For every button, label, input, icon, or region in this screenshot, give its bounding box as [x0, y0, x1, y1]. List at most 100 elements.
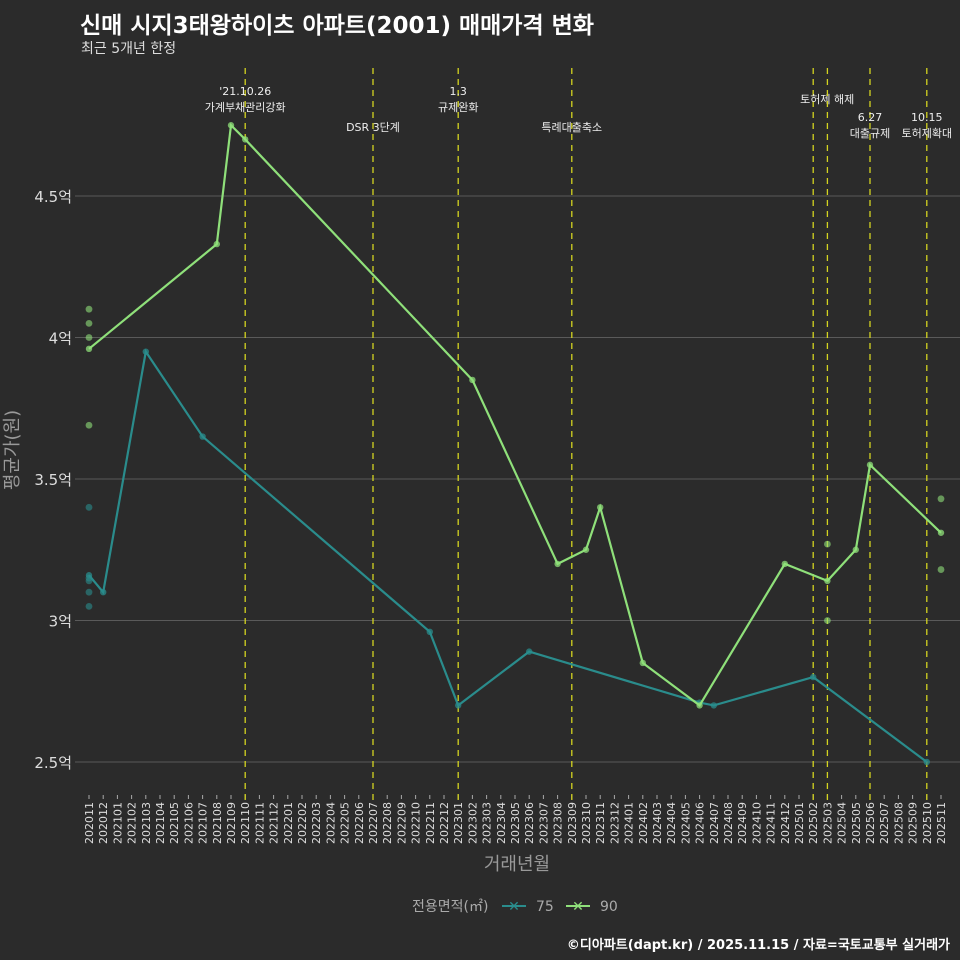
- data-point-90: [582, 546, 590, 553]
- x-tick-label: 202309: [566, 802, 579, 844]
- chart-subtitle: 최근 5개년 한정: [81, 41, 177, 57]
- x-tick-label: 202509: [907, 802, 920, 844]
- x-tick-label: 202401: [623, 802, 636, 844]
- x-tick-label: 202306: [523, 802, 536, 844]
- data-point-90: [937, 566, 945, 573]
- legend-marker-75: ✕: [508, 899, 520, 915]
- data-point-90: [85, 305, 93, 313]
- legend-title: 전용면적(㎡): [412, 899, 488, 915]
- event-label: 10.15: [911, 111, 943, 124]
- x-tick-label: 202302: [466, 802, 479, 844]
- y-tick-label: 4.5억: [34, 188, 72, 206]
- data-point-75: [923, 758, 930, 766]
- x-tick-label: 202510: [921, 802, 934, 844]
- event-label: '21.10.26: [219, 85, 271, 98]
- x-tick-label: 202203: [310, 802, 323, 844]
- data-point-75: [810, 673, 817, 681]
- x-tick-label: 202012: [97, 802, 110, 844]
- x-tick-label: 202206: [353, 802, 366, 844]
- x-tick-label: 202204: [324, 802, 337, 844]
- x-tick-label: 202406: [694, 802, 707, 844]
- data-point-75: [199, 433, 206, 440]
- x-tick-label: 202504: [836, 802, 849, 844]
- event-label: 1.3: [449, 85, 467, 98]
- x-tick-label: 202411: [765, 802, 778, 844]
- event-label: 토허제확대: [901, 127, 952, 140]
- x-tick-label: 202211: [424, 802, 437, 844]
- data-point-90: [781, 560, 788, 568]
- y-axis-title: 평균가(원): [2, 410, 23, 490]
- x-tick-label: 202301: [452, 802, 465, 844]
- event-label: DSR 3단계: [346, 121, 400, 134]
- x-tick-label: 202409: [736, 802, 749, 844]
- data-point-75: [426, 628, 433, 636]
- data-point-75: [710, 702, 717, 709]
- chart-title: 신매 시지3태왕하이츠 아파트(2001) 매매가격 변화: [80, 13, 594, 39]
- data-point-75: [85, 602, 93, 610]
- x-tick-label: 202412: [779, 802, 792, 844]
- event-label: 규제완화: [438, 101, 478, 114]
- event-label: 6.27: [858, 111, 883, 124]
- x-tick-label: 202207: [367, 802, 380, 844]
- x-tick-label: 202111: [253, 802, 266, 844]
- x-tick-label: 202407: [708, 802, 721, 844]
- data-point-90: [85, 421, 93, 429]
- data-point-90: [85, 334, 93, 341]
- x-tick-label: 202511: [935, 802, 948, 844]
- x-tick-label: 202101: [111, 802, 124, 844]
- x-tick-label: 202507: [878, 802, 891, 844]
- x-tick-label: 202208: [381, 802, 394, 844]
- x-axis-title: 거래년월: [484, 854, 550, 875]
- x-tick-label: 202310: [580, 802, 593, 844]
- x-tick-label: 202103: [140, 802, 153, 844]
- x-tick-label: 202210: [410, 802, 423, 844]
- y-tick-label: 3.5억: [34, 471, 72, 489]
- x-tick-label: 202212: [438, 802, 451, 844]
- x-tick-label: 202201: [282, 802, 295, 844]
- x-tick-label: 202110: [239, 802, 252, 844]
- data-point-75: [100, 589, 107, 596]
- data-point-90: [213, 240, 220, 248]
- source-caption: ©디아파트(dapt.kr) / 2025.11.15 / 자료=국토교통부 실…: [566, 938, 950, 953]
- x-tick-label: 202205: [339, 802, 352, 844]
- data-point-90: [937, 529, 945, 536]
- data-point-75: [85, 588, 93, 596]
- x-tick-label: 202404: [665, 802, 678, 844]
- x-tick-label: 202106: [182, 802, 195, 844]
- x-tick-label: 202209: [395, 802, 408, 844]
- data-point-90: [824, 577, 831, 585]
- x-tick-label: 202403: [651, 802, 664, 844]
- series-line-75: [88, 348, 928, 763]
- data-point-90: [554, 560, 561, 568]
- data-point-75: [85, 577, 93, 585]
- data-point-75: [142, 348, 149, 355]
- x-tick-label: 202501: [793, 802, 806, 844]
- event-label: 특례대출축소: [541, 121, 602, 134]
- data-point-90: [937, 495, 945, 503]
- x-tick-label: 202311: [594, 802, 607, 844]
- x-tick-label: 202307: [537, 802, 550, 844]
- x-tick-label: 202112: [268, 802, 281, 844]
- x-tick-label: 202104: [154, 802, 167, 844]
- y-tick-label: 3억: [49, 613, 72, 631]
- x-tick-label: 202105: [168, 802, 181, 844]
- x-tick-label: 202108: [211, 802, 224, 844]
- x-tick-label: 202305: [509, 802, 522, 844]
- data-point-75: [526, 648, 533, 655]
- y-tick-label: 4억: [49, 330, 72, 348]
- x-tick-label: 202102: [126, 802, 139, 844]
- x-tick-label: 202405: [679, 802, 692, 844]
- x-tick-label: 202202: [296, 802, 309, 844]
- data-point-90: [85, 345, 93, 353]
- x-tick-label: 202508: [892, 802, 905, 844]
- data-point-90: [824, 617, 831, 624]
- x-tick-label: 202505: [850, 802, 863, 844]
- event-label: 토허제 해제: [800, 92, 854, 106]
- data-point-90: [866, 461, 874, 469]
- data-point-90: [227, 122, 235, 129]
- legend-marker-90: ✕: [572, 899, 584, 915]
- data-point-90: [597, 504, 604, 511]
- data-point-75: [85, 503, 93, 511]
- x-tick-label: 202502: [807, 802, 820, 844]
